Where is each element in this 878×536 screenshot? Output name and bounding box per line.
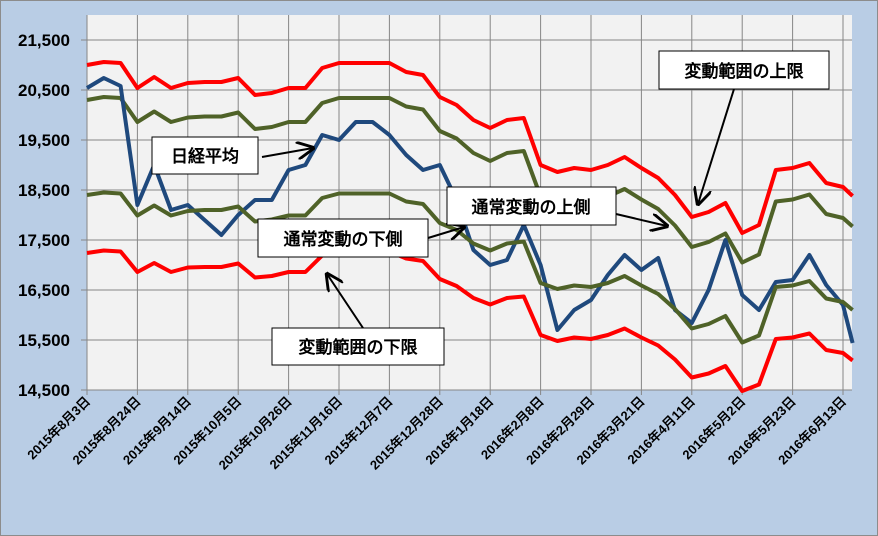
y-tick-label: 16,500 [18,281,70,300]
series-lines [85,60,855,393]
annotation-label: 日経平均 [171,146,239,167]
y-tick-label: 14,500 [18,381,70,400]
annotation-box [257,218,429,258]
annotation-nikkei: 日経平均 [151,136,313,175]
annotation-arrow [261,148,313,157]
y-axis-ticks: 14,500 15,500 16,500 17,500 18,500 19,500 20,5… [18,31,70,400]
annotation-arrow [615,213,667,226]
y-tick-label: 20,500 [18,81,70,100]
annotation-arrow [327,274,364,329]
y-tick-label: 17,500 [18,231,70,250]
y-tick-label: 15,500 [18,331,70,350]
annotation-box [151,136,259,175]
annotation-arrow [427,227,464,238]
annotation-upper-limit: 変動範囲の上限 [658,50,830,204]
annotation-lower-limit: 変動範囲の下限 [271,274,445,366]
annotation-label: 通常変動の上側 [472,197,591,218]
annotation-label: 通常変動の下側 [284,229,403,250]
series-line-lower-limit [86,248,854,393]
series-line-upper-normal [86,95,854,265]
annotation-box [446,186,617,226]
annotation-box [658,50,830,90]
annotation-arrow [698,88,735,204]
annotation-box [271,327,445,366]
annotation-lower-normal: 通常変動の下側 [257,218,464,258]
series-line-nikkei [85,76,855,344]
annotation-label: 変動範囲の下限 [299,337,418,358]
annotation-label: 変動範囲の上限 [685,61,804,82]
series-line-lower-normal [86,190,854,345]
y-tick-label: 18,500 [18,181,70,200]
y-tick-label: 19,500 [18,131,70,150]
y-tick-label: 21,500 [18,31,70,50]
series-line-upper-limit [86,60,854,235]
annotation-upper-normal: 通常変動の上側 [446,186,667,226]
